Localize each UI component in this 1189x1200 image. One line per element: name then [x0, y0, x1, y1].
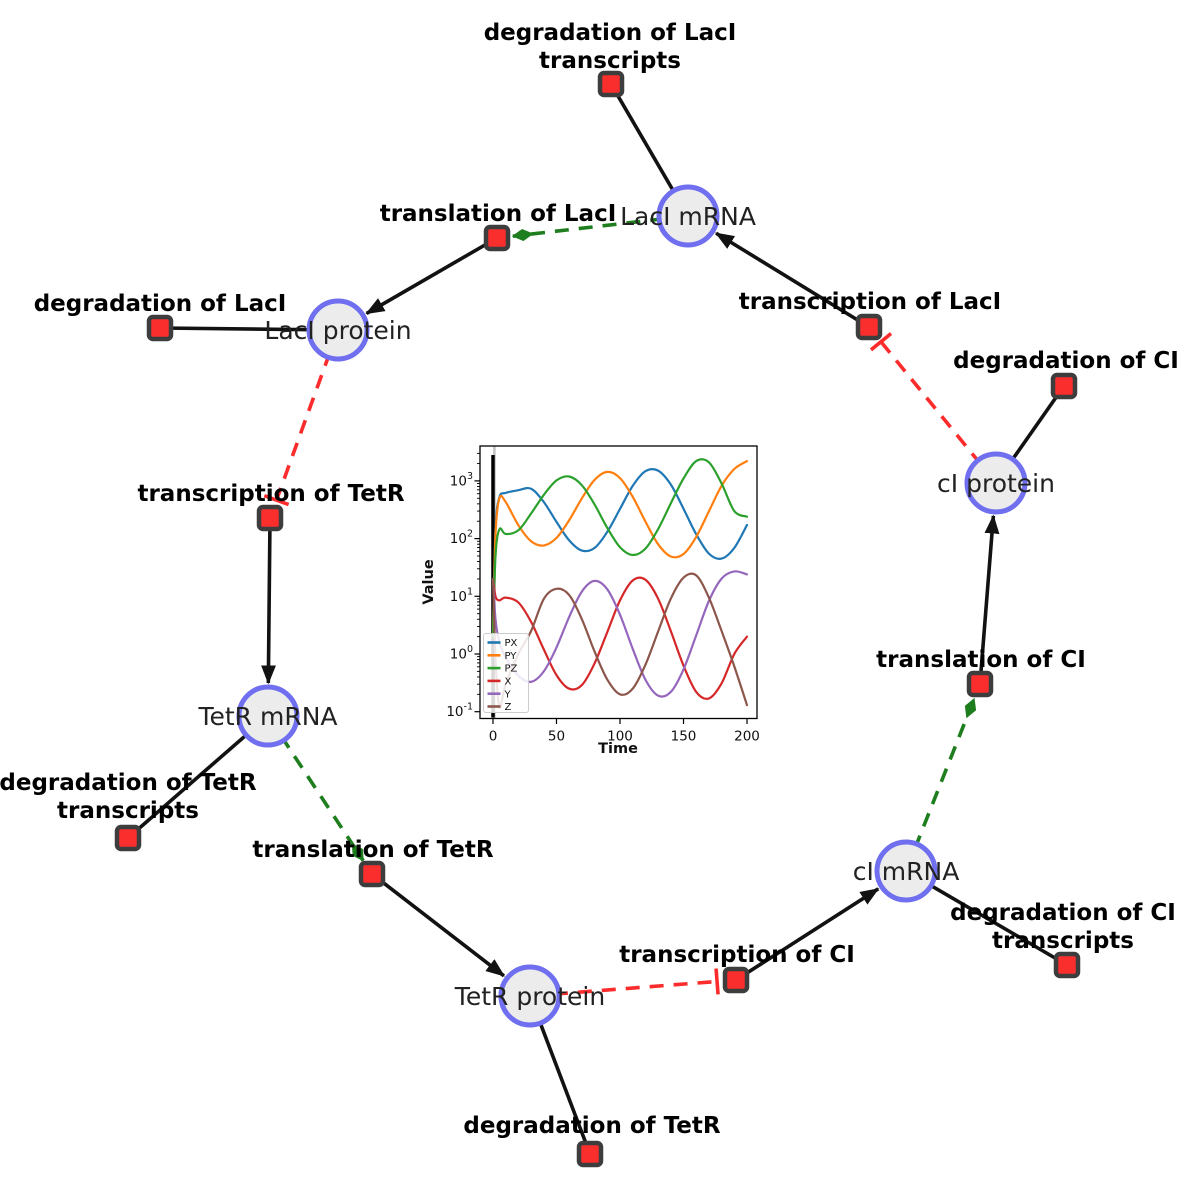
reaction-node-txn_laci[interactable] — [855, 313, 883, 341]
edge-product-txn_tetr-tetr_mrna — [261, 517, 276, 685]
chart-legend-label-X: X — [505, 677, 512, 688]
inset-chart: 10-1 100 101 102 103 0 50 100 150 200 PX PY PZ XYZ Ti… — [421, 445, 760, 757]
species-node-tetr_protein[interactable] — [498, 964, 562, 1028]
edge-product-transl_tetr-tetr_protein — [370, 872, 505, 978]
species-label-laci_mrna: LacI mRNA — [620, 202, 756, 231]
reaction-label-deg_laci_tx: degradation of LacI transcripts — [484, 20, 737, 74]
edge-product-txn_ci-ci_mrna — [735, 887, 880, 982]
chart-x-tick-label: 100 — [607, 729, 633, 745]
edge-product-transl_ci-ci_protein — [978, 514, 1000, 685]
reaction-node-transl_tetr[interactable] — [358, 860, 386, 888]
reaction-label-txn_tetr: transcription of TetR — [137, 481, 404, 507]
reaction-node-deg_ci_tx[interactable] — [1053, 951, 1081, 979]
chart-x-tick-label: 200 — [734, 729, 760, 745]
reaction-node-txn_ci[interactable] — [722, 966, 750, 994]
reaction-node-deg_tetr[interactable] — [576, 1140, 604, 1168]
species-label-ci_mrna: cI mRNA — [853, 857, 960, 886]
reaction-node-deg_ci[interactable] — [1050, 372, 1078, 400]
reaction-label-deg_laci: degradation of LacI — [34, 291, 287, 317]
reaction-label-deg_ci: degradation of CI — [953, 348, 1179, 374]
reaction-label-deg_ci_tx: degradation of CI transcripts — [950, 900, 1176, 954]
chart-y-tick-label: 102 — [450, 529, 473, 548]
nodes-layer — [114, 70, 1081, 1168]
chart-y-tick-label: 101 — [450, 586, 473, 605]
species-node-tetr_mrna[interactable] — [236, 684, 300, 748]
chart-y-tick-label: 103 — [450, 471, 473, 490]
reaction-label-transl_tetr: translation of TetR — [252, 837, 493, 863]
chart-legend-label-PY: PY — [505, 651, 518, 662]
chart-legend-label-PZ: PZ — [505, 664, 518, 675]
species-label-tetr_protein: TetR protein — [454, 982, 605, 1011]
chart-y-tick-label: 100 — [450, 644, 473, 663]
species-node-ci_protein[interactable] — [964, 451, 1028, 515]
reaction-label-txn_ci: transcription of CI — [619, 942, 855, 968]
chart-spines — [479, 445, 758, 720]
species-label-ci_protein: cI protein — [937, 469, 1055, 498]
chart-y-tick-label: 10-1 — [446, 702, 473, 721]
chart-series-PY — [491, 460, 749, 638]
reaction-node-deg_tetr_tx[interactable] — [114, 824, 142, 852]
reaction-label-transl_laci: translation of LacI — [380, 201, 617, 227]
reaction-label-txn_laci: transcription of LacI — [739, 289, 1002, 315]
reaction-node-transl_ci[interactable] — [966, 670, 994, 698]
reaction-node-transl_laci[interactable] — [483, 224, 511, 252]
chart-series-PX — [491, 468, 749, 638]
chart-x-axis-label: Time — [598, 741, 638, 757]
labels-layer: LacI mRNA LacI protein TetR mRNA TetR prote… — [0, 20, 1179, 1139]
chart-y-axis-label: Value — [421, 559, 437, 605]
species-node-laci_protein[interactable] — [306, 298, 370, 362]
chart-legend-label-PX: PX — [505, 638, 518, 649]
species-node-laci_mrna[interactable] — [656, 184, 720, 248]
edge-product-txn_laci-laci_mrna — [714, 231, 870, 329]
chart-x-tick-label: 50 — [548, 729, 565, 745]
chart-series-PZ — [491, 458, 749, 638]
chart-x-tick-label: 150 — [671, 729, 697, 745]
species-label-tetr_mrna: TetR mRNA — [197, 702, 337, 731]
edge-product-transl_laci-laci_protein — [365, 236, 498, 316]
species-node-ci_mrna[interactable] — [874, 839, 938, 903]
reaction-label-transl_ci: translation of CI — [876, 647, 1086, 673]
reaction-node-txn_tetr[interactable] — [256, 504, 284, 532]
reaction-node-deg_laci[interactable] — [146, 314, 174, 342]
chart-series-X — [491, 576, 749, 700]
species-label-laci_protein: LacI protein — [264, 316, 411, 345]
chart-legend-label-Y: Y — [504, 689, 512, 700]
chart-legend: PX PY PZ XYZ — [483, 633, 529, 713]
reaction-node-deg_laci_tx[interactable] — [597, 70, 625, 98]
chart-x-tick-label: 0 — [489, 729, 498, 745]
reaction-label-deg_tetr: degradation of TetR — [463, 1113, 720, 1139]
reaction-label-deg_tetr_tx: degradation of TetR transcripts — [0, 770, 257, 824]
chart-legend-label-Z: Z — [505, 702, 512, 713]
